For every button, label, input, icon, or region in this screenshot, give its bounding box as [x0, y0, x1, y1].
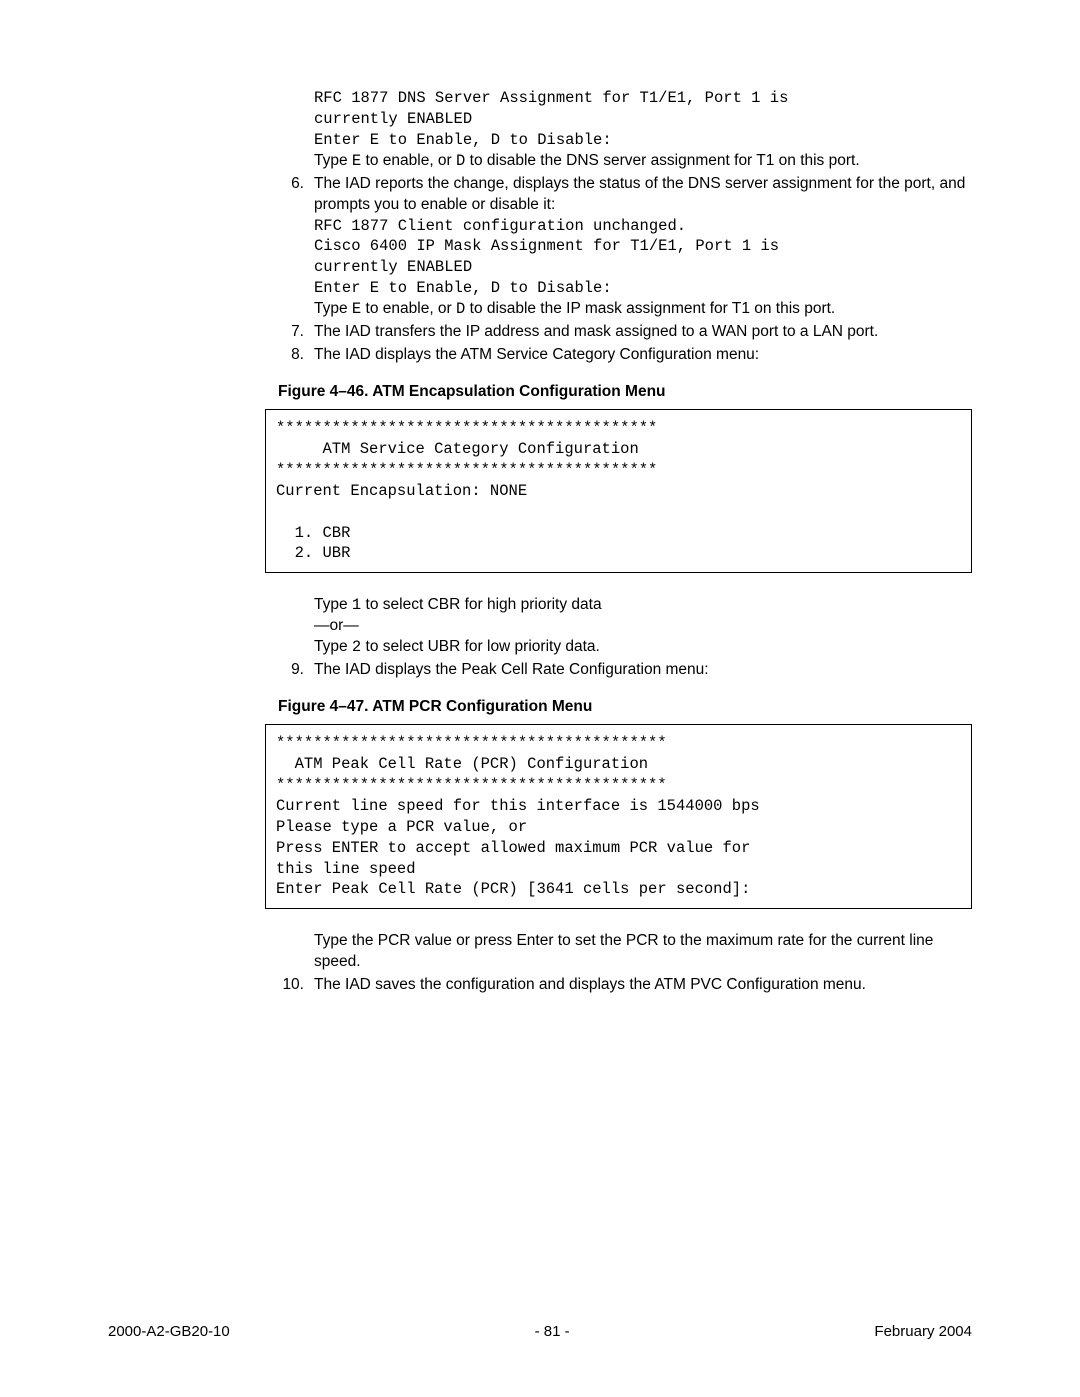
code-line: Enter E to Enable, D to Disable: — [314, 278, 972, 299]
instruction-line: Type 2 to select UBR for low priority da… — [314, 637, 972, 658]
figure-46-box: ****************************************… — [265, 409, 972, 573]
continuation-block: RFC 1877 DNS Server Assignment for T1/E1… — [278, 88, 972, 172]
key-2: 2 — [352, 638, 361, 656]
step-8: 8. The IAD displays the ATM Service Cate… — [278, 345, 972, 366]
figure-47-caption: Figure 4–47. ATM PCR Configuration Menu — [278, 697, 972, 718]
key-1: 1 — [352, 596, 361, 614]
step-number: 7. — [278, 322, 314, 343]
step-number: 9. — [278, 660, 314, 681]
step-6: 6. The IAD reports the change, displays … — [278, 174, 972, 320]
footer-doc-id: 2000-A2-GB20-10 — [108, 1322, 230, 1342]
step-9: 9. The IAD displays the Peak Cell Rate C… — [278, 660, 972, 681]
page: RFC 1877 DNS Server Assignment for T1/E1… — [0, 0, 1080, 1397]
step-7: 7. The IAD transfers the IP address and … — [278, 322, 972, 343]
step-number: 6. — [278, 174, 314, 320]
page-footer: 2000-A2-GB20-10 - 81 - February 2004 — [108, 1322, 972, 1342]
pcr-instruction: Type the PCR value or press Enter to set… — [278, 931, 972, 973]
or-separator: —or— — [314, 616, 972, 637]
content-column: RFC 1877 DNS Server Assignment for T1/E1… — [278, 88, 972, 996]
code-block-2: RFC 1877 Client configuration unchanged.… — [314, 216, 972, 300]
code-line: currently ENABLED — [314, 109, 972, 130]
key-D: D — [456, 300, 465, 318]
step-number: 10. — [278, 975, 314, 996]
instruction-line: Type 1 to select CBR for high priority d… — [314, 595, 972, 616]
instruction-text: Type E to enable, or D to disable the DN… — [314, 151, 972, 172]
code-block-1: RFC 1877 DNS Server Assignment for T1/E1… — [314, 88, 972, 151]
code-line: RFC 1877 DNS Server Assignment for T1/E1… — [314, 88, 972, 109]
footer-date: February 2004 — [874, 1322, 972, 1342]
cbr-ubr-instruction: Type 1 to select CBR for high priority d… — [278, 595, 972, 658]
instruction-text: Type the PCR value or press Enter to set… — [314, 931, 972, 973]
code-line: currently ENABLED — [314, 257, 972, 278]
step-text: The IAD transfers the IP address and mas… — [314, 322, 972, 343]
step-text: The IAD saves the configuration and disp… — [314, 975, 972, 996]
step-text: The IAD displays the ATM Service Categor… — [314, 345, 972, 366]
code-line: Cisco 6400 IP Mask Assignment for T1/E1,… — [314, 236, 972, 257]
key-E: E — [352, 300, 361, 318]
instruction-text: Type E to enable, or D to disable the IP… — [314, 299, 972, 320]
code-line: RFC 1877 Client configuration unchanged. — [314, 216, 972, 237]
key-D: D — [456, 152, 465, 170]
key-E: E — [352, 152, 361, 170]
figure-47-box: ****************************************… — [265, 724, 972, 909]
step-number: 8. — [278, 345, 314, 366]
footer-page-number: - 81 - — [535, 1322, 570, 1342]
step-text: The IAD reports the change, displays the… — [314, 174, 972, 216]
code-line: Enter E to Enable, D to Disable: — [314, 130, 972, 151]
step-text: The IAD displays the Peak Cell Rate Conf… — [314, 660, 972, 681]
figure-46-caption: Figure 4–46. ATM Encapsulation Configura… — [278, 382, 972, 403]
step-10: 10. The IAD saves the configuration and … — [278, 975, 972, 996]
